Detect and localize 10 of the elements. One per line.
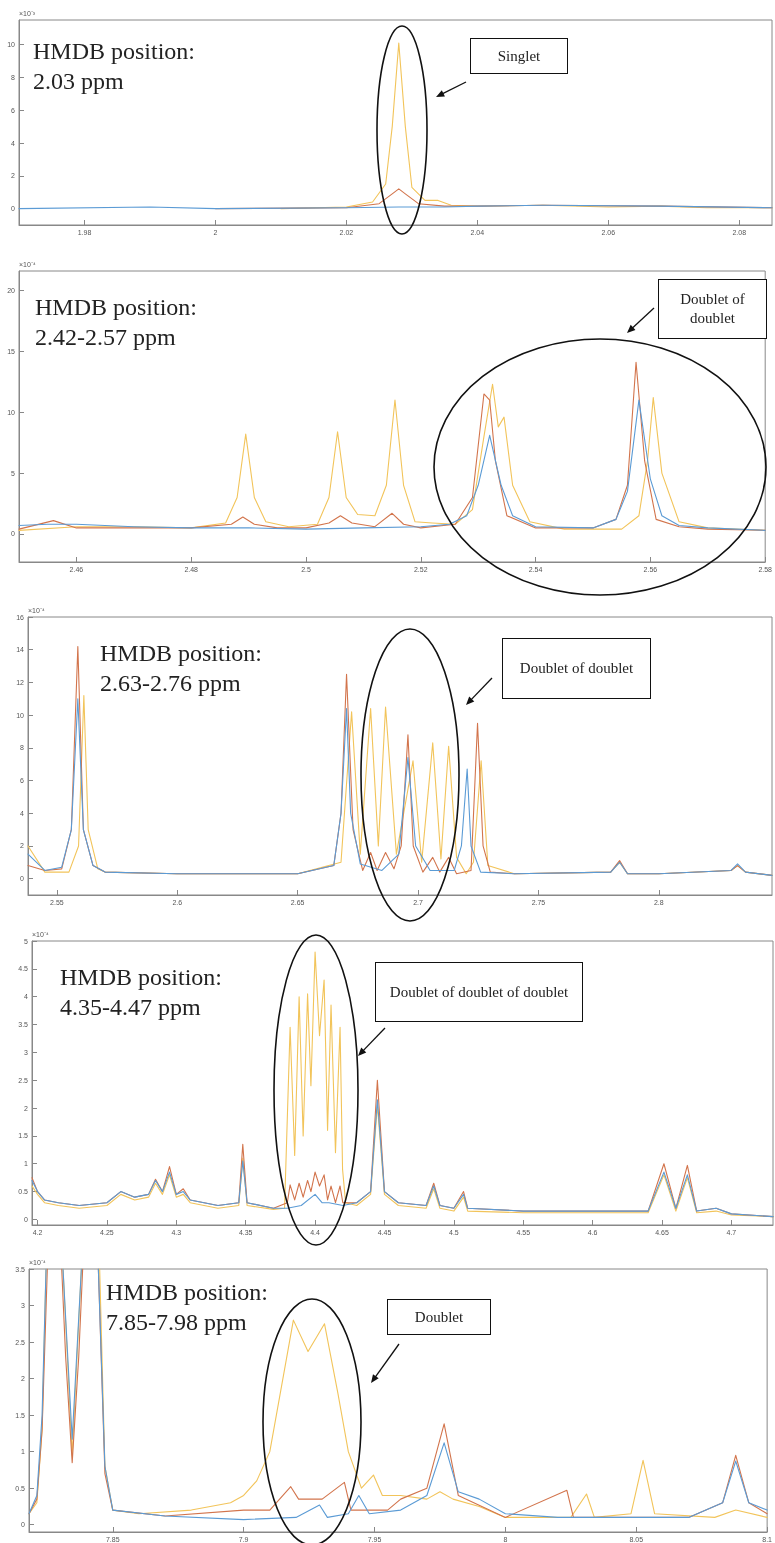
annotation: HMDB position: 7.85-7.98 ppm: [106, 1278, 270, 1337]
annotation: HMDB position: 4.35-4.47 ppm: [60, 963, 224, 1022]
text-box: Doublet of doublet: [502, 638, 651, 699]
annotation: HMDB position: 2.42-2.57 ppm: [35, 293, 199, 352]
annotation: HMDB position: 2.63-2.76 ppm: [100, 639, 264, 698]
text-box: Doublet: [387, 1299, 491, 1335]
text-box: Singlet: [470, 38, 568, 74]
text-box: Doublet of doublet of doublet: [375, 962, 583, 1022]
text-box: Doublet of doublet: [658, 279, 767, 339]
annotation: HMDB position: 2.03 ppm: [33, 37, 197, 96]
